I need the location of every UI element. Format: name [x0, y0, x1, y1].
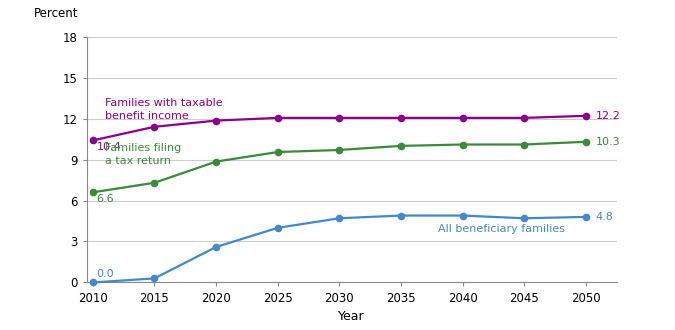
Text: Families filing
a tax return: Families filing a tax return	[105, 143, 182, 166]
X-axis label: Year: Year	[338, 310, 365, 323]
Text: Families with taxable
benefit income: Families with taxable benefit income	[105, 98, 223, 121]
Text: 10.4: 10.4	[97, 143, 122, 152]
Text: 0.0: 0.0	[97, 269, 114, 279]
Text: 10.3: 10.3	[595, 137, 620, 147]
Text: Percent: Percent	[34, 7, 78, 20]
Text: 12.2: 12.2	[595, 111, 620, 121]
Text: All beneficiary families: All beneficiary families	[438, 224, 565, 234]
Text: 4.8: 4.8	[595, 212, 614, 222]
Text: 6.6: 6.6	[97, 194, 114, 204]
